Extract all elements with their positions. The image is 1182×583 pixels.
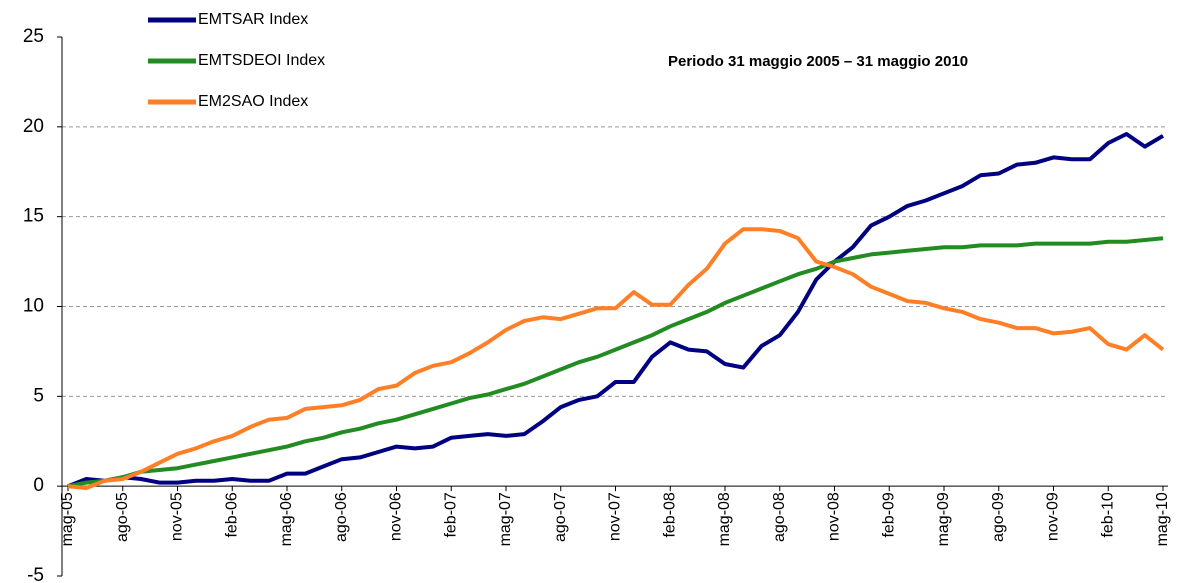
x-tick-label: nov-08 bbox=[826, 492, 843, 541]
x-tick-label: feb-09 bbox=[880, 492, 897, 537]
x-tick-label: mag-06 bbox=[278, 492, 295, 546]
x-tick-label: nov-06 bbox=[388, 492, 405, 541]
legend-label: EMTSAR Index bbox=[198, 11, 308, 28]
y-tick-label: 25 bbox=[23, 26, 44, 47]
x-tick-label: ago-07 bbox=[552, 492, 569, 542]
x-tick-label: ago-05 bbox=[114, 492, 131, 542]
y-tick-label: 15 bbox=[23, 206, 44, 227]
legend-label: EMTSDEOI Index bbox=[198, 52, 325, 69]
x-tick-label: nov-05 bbox=[169, 492, 186, 541]
x-tick-label: mag-08 bbox=[716, 492, 733, 546]
x-tick-label: ago-09 bbox=[990, 492, 1007, 542]
x-tick-label: mag-07 bbox=[497, 492, 514, 546]
y-tick-label: 0 bbox=[33, 475, 44, 496]
y-tick-label: 10 bbox=[23, 296, 44, 317]
x-tick-label: nov-09 bbox=[1045, 492, 1062, 541]
series-line bbox=[67, 227, 1165, 490]
series-line bbox=[67, 236, 1164, 489]
x-tick-label: nov-07 bbox=[607, 492, 624, 541]
series-line bbox=[67, 132, 1165, 489]
x-tick-label: feb-07 bbox=[442, 492, 459, 537]
x-tick-label: ago-08 bbox=[771, 492, 788, 542]
legend-label: EM2SAO Index bbox=[198, 93, 308, 110]
y-tick-label: 5 bbox=[33, 385, 44, 406]
x-tick-label: feb-06 bbox=[223, 492, 240, 537]
y-tick-label: -5 bbox=[27, 565, 44, 583]
y-tick-label: 20 bbox=[23, 116, 44, 137]
x-tick-label: feb-10 bbox=[1099, 492, 1116, 537]
x-tick-label: mag-09 bbox=[935, 492, 952, 546]
x-tick-label: mag-05 bbox=[59, 492, 76, 546]
x-tick-label: mag-10 bbox=[1154, 492, 1171, 546]
x-tick-label: ago-06 bbox=[333, 492, 350, 542]
annotation: Periodo 31 maggio 2005 – 31 maggio 2010 bbox=[668, 53, 968, 70]
x-tick-label: feb-08 bbox=[661, 492, 678, 537]
